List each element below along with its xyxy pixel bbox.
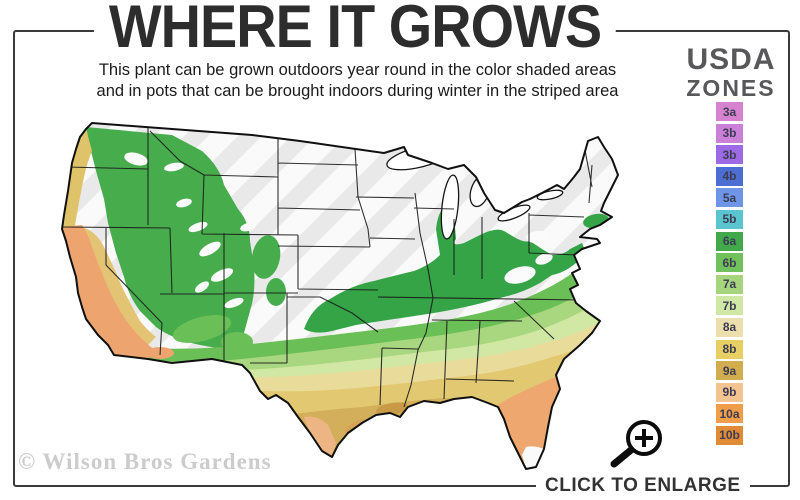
- click-to-enlarge-label[interactable]: CLICK TO ENLARGE: [536, 475, 750, 497]
- page-title: WHERE IT GROWS: [93, 0, 617, 58]
- zone-chip-6b-7: 6b: [716, 253, 743, 273]
- zone-chip-4b-3: 4b: [716, 166, 743, 186]
- us-zone-map[interactable]: [52, 107, 672, 482]
- legend-heading-zones: ZONES: [686, 75, 776, 101]
- zone-legend: 3a 3b 3b 4b 5a 5b 6a 6b 7a 7b 8a 8b 9a 9b 10a 10b: [716, 102, 743, 445]
- zone-chip-5a-4: 5a: [716, 188, 743, 208]
- legend-heading-usda: USDA: [686, 43, 776, 76]
- zone-chip-6a-6: 6a: [716, 231, 743, 251]
- zone-chip-7a-8: 7a: [716, 274, 743, 294]
- zone-chip-7b-9: 7b: [716, 296, 743, 316]
- zone-chip-3b-1: 3b: [716, 123, 743, 143]
- subtitle-line-2: and in pots that can be brought indoors …: [96, 82, 619, 100]
- zone-chip-9b-13: 9b: [716, 382, 743, 402]
- zone-chip-3b-2: 3b: [716, 145, 743, 165]
- zone-chip-8a-10: 8a: [716, 317, 743, 337]
- subtitle-line-1: This plant can be grown outdoors year ro…: [98, 61, 617, 79]
- zone-chip-10b-15: 10b: [716, 425, 743, 445]
- zone-chip-8b-11: 8b: [716, 339, 743, 359]
- zone-chip-3a-0: 3a: [716, 102, 743, 121]
- map-fill-layers: [62, 123, 618, 469]
- subtitle: This plant can be grown outdoors year ro…: [0, 60, 715, 102]
- zone-chip-9a-12: 9a: [716, 361, 743, 381]
- magnifier-plus-icon[interactable]: [602, 412, 672, 472]
- us-outline: [61, 122, 619, 470]
- zone-chip-5b-5: 5b: [716, 209, 743, 229]
- zone-chip-10a-14: 10a: [716, 404, 743, 424]
- legend-heading: USDA ZONES: [678, 44, 784, 101]
- watermark: © Wilson Bros Gardens: [18, 449, 272, 474]
